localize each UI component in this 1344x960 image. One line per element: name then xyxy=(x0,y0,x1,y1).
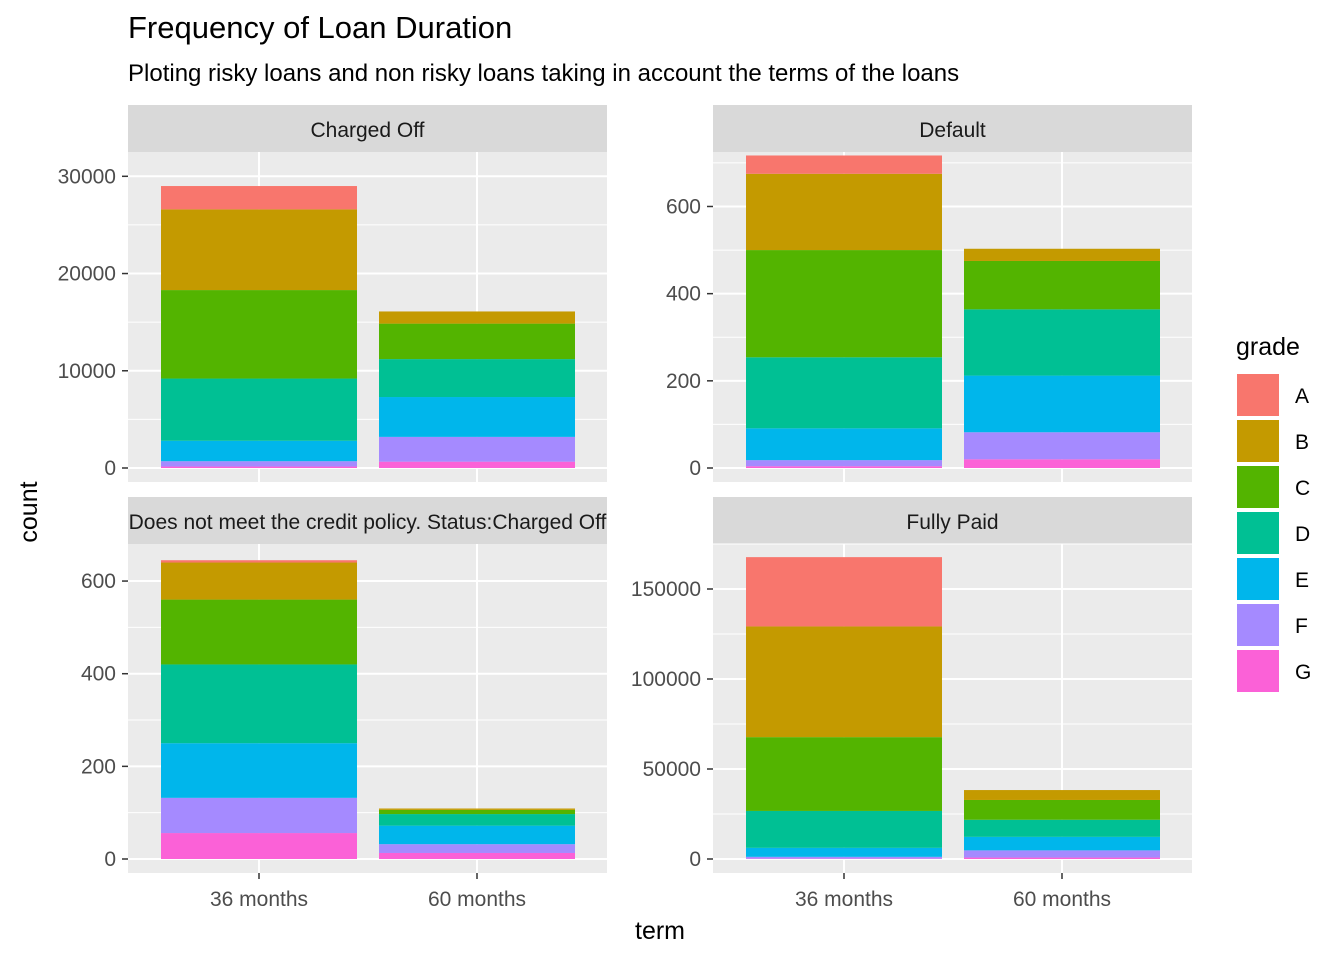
bar-segment-C xyxy=(964,799,1160,820)
legend-key-D xyxy=(1237,512,1279,554)
facet-label-2: Does not meet the credit policy. Status:… xyxy=(129,511,607,534)
y-tick-label: 150000 xyxy=(631,578,701,601)
facet-strip-3 xyxy=(713,497,1192,544)
y-tick-label: 0 xyxy=(104,848,116,871)
bar-segment-F xyxy=(746,460,942,467)
y-tick-label: 30000 xyxy=(58,165,116,188)
bar-segment-E xyxy=(161,440,357,462)
y-tick-label: 50000 xyxy=(643,758,701,781)
x-tick-label: 36 months xyxy=(210,888,308,911)
bar-segment-F xyxy=(161,461,357,467)
legend-key-C xyxy=(1237,466,1279,508)
legend-label-G: G xyxy=(1295,661,1311,684)
x-axis-title: term xyxy=(635,917,685,945)
legend-title: grade xyxy=(1236,333,1300,361)
bar-segment-C xyxy=(161,599,357,665)
bar-segment-B xyxy=(379,808,575,810)
x-tick-label: 60 months xyxy=(428,888,526,911)
x-tick-label: 60 months xyxy=(1013,888,1111,911)
bar-segment-B xyxy=(379,311,575,324)
facet-strip-1 xyxy=(713,105,1192,152)
bar-segment-C xyxy=(746,737,942,811)
y-tick-label: 400 xyxy=(81,663,116,686)
bar-segment-B xyxy=(161,562,357,600)
bar-segment-G xyxy=(746,466,942,468)
bar-segment-F xyxy=(964,432,1160,460)
bar-segment-G xyxy=(161,466,357,468)
y-tick-label: 20000 xyxy=(58,263,116,286)
bar-segment-G xyxy=(379,461,575,468)
y-axis-title: count xyxy=(15,481,43,542)
legend-key-A xyxy=(1237,374,1279,416)
bar-segment-A xyxy=(746,155,942,174)
bar-segment-D xyxy=(964,819,1160,837)
legend-label-B: B xyxy=(1295,431,1309,454)
x-tick-label: 36 months xyxy=(795,888,893,911)
legend-label-D: D xyxy=(1295,523,1310,546)
facet-strip-2 xyxy=(128,497,607,544)
bar-segment-C xyxy=(379,323,575,360)
bar-segment-B xyxy=(746,173,942,251)
chart-title: Frequency of Loan Duration xyxy=(128,10,513,45)
bar-segment-E xyxy=(379,825,575,845)
bar-segment-G xyxy=(161,833,357,859)
bar-segment-A xyxy=(161,186,357,210)
bar-segment-C xyxy=(964,260,1160,310)
legend-label-F: F xyxy=(1295,615,1308,638)
bar-segment-D xyxy=(379,359,575,398)
bar-segment-E xyxy=(379,397,575,437)
y-tick-label: 0 xyxy=(104,457,116,480)
bar-segment-D xyxy=(746,357,942,429)
facet-strip-0 xyxy=(128,105,607,152)
legend-label-E: E xyxy=(1295,569,1309,592)
facet-label-0: Charged Off xyxy=(310,119,424,142)
bar-segment-F xyxy=(161,797,357,834)
y-tick-label: 0 xyxy=(689,848,701,871)
bar-segment-C xyxy=(379,809,575,815)
bar-segment-B xyxy=(746,626,942,738)
legend-label-C: C xyxy=(1295,477,1310,500)
y-tick-label: 600 xyxy=(81,570,116,593)
legend-key-G xyxy=(1237,650,1279,692)
bar-segment-B xyxy=(964,790,1160,800)
legend-key-E xyxy=(1237,558,1279,600)
y-tick-label: 100000 xyxy=(631,668,701,691)
facet-label-3: Fully Paid xyxy=(906,511,998,534)
y-tick-label: 200 xyxy=(666,370,701,393)
bar-segment-F xyxy=(746,856,942,859)
y-tick-label: 10000 xyxy=(58,360,116,383)
bar-segment-D xyxy=(161,664,357,744)
bar-segment-C xyxy=(746,250,942,358)
bar-segment-B xyxy=(161,209,357,291)
bar-segment-E xyxy=(964,375,1160,433)
bar-segment-F xyxy=(379,436,575,462)
bar-segment-G xyxy=(964,857,1160,859)
chart-subtitle: Ploting risky loans and non risky loans … xyxy=(128,60,960,87)
bar-segment-E xyxy=(161,743,357,798)
bar-segment-G xyxy=(379,852,575,859)
bar-segment-F xyxy=(379,844,575,853)
legend-label-A: A xyxy=(1295,385,1309,408)
bar-segment-E xyxy=(746,847,942,857)
bar-segment-D xyxy=(746,810,942,848)
y-tick-label: 600 xyxy=(666,195,701,218)
facet-label-1: Default xyxy=(919,119,986,142)
y-tick-label: 0 xyxy=(689,457,701,480)
bar-segment-D xyxy=(964,309,1160,376)
y-tick-label: 400 xyxy=(666,283,701,306)
legend-key-B xyxy=(1237,420,1279,462)
bar-segment-B xyxy=(964,248,1160,261)
bar-segment-C xyxy=(161,290,357,379)
bar-segment-D xyxy=(161,378,357,441)
bar-segment-E xyxy=(964,836,1160,851)
legend-key-F xyxy=(1237,604,1279,646)
y-tick-label: 200 xyxy=(81,755,116,778)
bar-segment-F xyxy=(964,850,1160,858)
bar-segment-D xyxy=(379,814,575,826)
bar-segment-E xyxy=(746,428,942,461)
bar-segment-G xyxy=(964,459,1160,468)
bar-segment-A xyxy=(161,560,357,563)
bar-segment-A xyxy=(746,557,942,627)
